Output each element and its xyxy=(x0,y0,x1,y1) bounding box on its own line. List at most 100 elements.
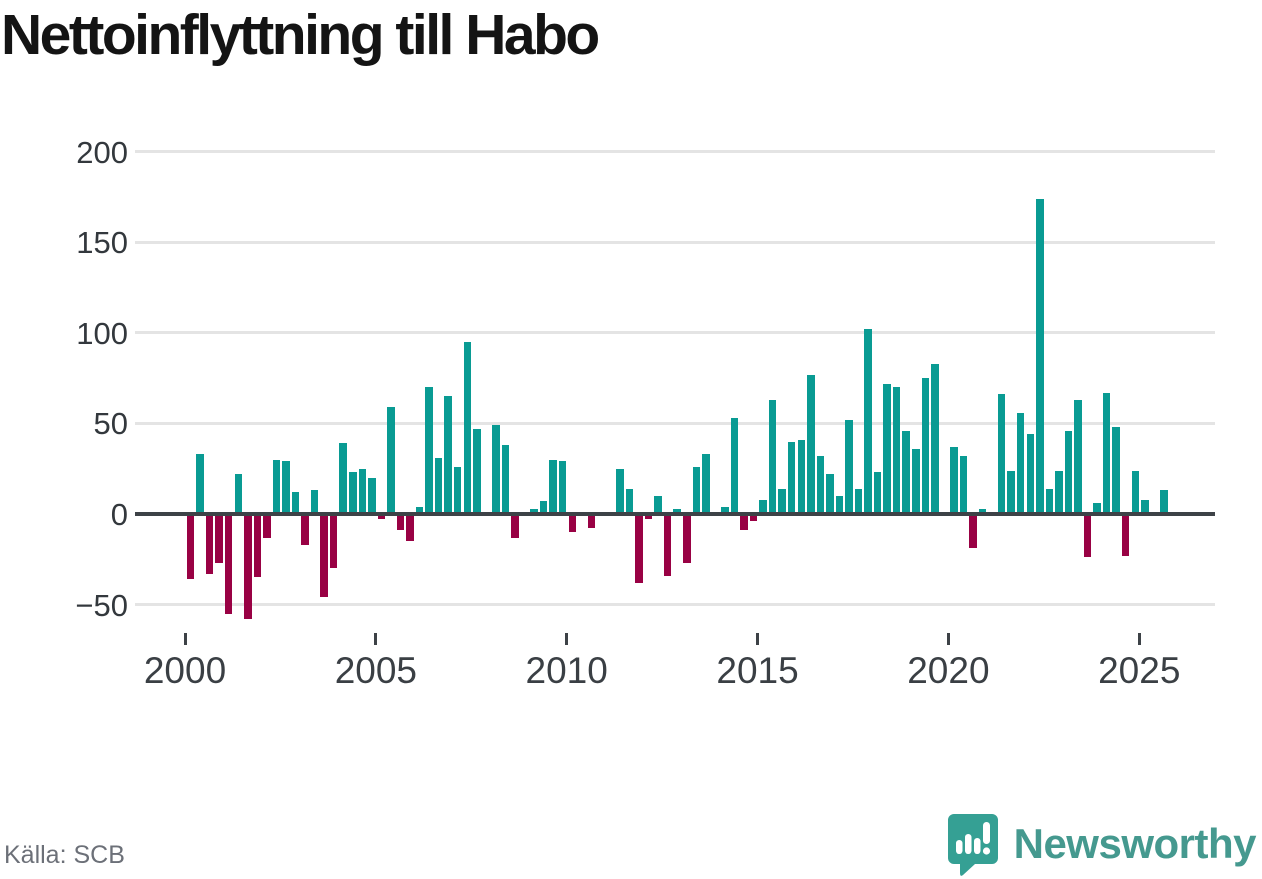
bar-2024-Q3 xyxy=(1121,514,1130,556)
bar-2015-Q3 xyxy=(778,488,786,514)
y-axis-label-150: 150 xyxy=(76,225,128,261)
bar-2012-Q1 xyxy=(644,514,653,520)
bar-2013-Q1 xyxy=(683,514,691,563)
bar-2010-Q1 xyxy=(568,514,576,533)
bar-2023-Q2 xyxy=(1074,399,1082,514)
bar-2001-Q3 xyxy=(244,514,252,620)
bar-2009-Q2 xyxy=(539,501,548,514)
bar-2017-Q1 xyxy=(835,495,844,514)
bar-2018-Q2 xyxy=(883,383,891,514)
bar-2008-Q2 xyxy=(501,445,510,514)
speech-bubble-bar-chart-icon xyxy=(946,812,1000,876)
y-axis-label-0: 0 xyxy=(110,497,128,532)
gridline-y-200 xyxy=(135,150,1215,154)
y-axis-label-200: 200 xyxy=(76,134,128,170)
bar-2021-Q2 xyxy=(997,394,1006,514)
bar-2014-Q1 xyxy=(721,506,729,514)
bar-2005-Q4 xyxy=(406,514,414,542)
bar-2007-Q2 xyxy=(463,341,472,514)
source-note: Källa: SCB xyxy=(4,841,125,869)
bar-2001-Q1 xyxy=(224,514,233,614)
x-axis-label-2010: 2010 xyxy=(525,650,608,691)
bar-2000-Q1 xyxy=(186,514,195,580)
bar-2022-Q3 xyxy=(1045,488,1054,514)
y-axis-label-100: 100 xyxy=(76,315,128,351)
page-title: Nettoinflyttning till Habo xyxy=(1,3,600,67)
gridline-y-150 xyxy=(135,240,1215,244)
bar-2022-Q4 xyxy=(1055,470,1063,514)
bar-2012-Q4 xyxy=(673,508,681,514)
gridline-y--50 xyxy=(135,603,1215,607)
x-axis-tick-2005 xyxy=(374,633,378,645)
x-axis-label-2015: 2015 xyxy=(716,650,799,691)
bar-2013-Q3 xyxy=(702,454,710,514)
bar-2012-Q2 xyxy=(654,495,662,514)
bar-2015-Q1 xyxy=(759,499,767,514)
x-axis-tick-2015 xyxy=(756,633,760,645)
bar-2015-Q4 xyxy=(787,441,796,514)
gridline-y-100 xyxy=(135,331,1215,335)
bar-2017-Q2 xyxy=(845,419,853,514)
y-axis-label-50: 50 xyxy=(93,406,128,442)
bar-2016-Q2 xyxy=(807,374,815,514)
bar-2020-Q4 xyxy=(978,508,987,514)
bar-2013-Q2 xyxy=(692,466,701,514)
bar-2008-Q1 xyxy=(492,425,500,514)
bar-2021-Q3 xyxy=(1007,470,1015,514)
x-axis-tick-2025 xyxy=(1137,633,1141,645)
bar-2023-Q3 xyxy=(1083,514,1092,558)
bar-2018-Q3 xyxy=(892,387,901,514)
bar-2006-Q4 xyxy=(444,396,452,514)
bar-2024-Q2 xyxy=(1112,427,1120,514)
bar-2004-Q3 xyxy=(358,468,367,514)
bar-2021-Q4 xyxy=(1016,412,1025,514)
bar-2005-Q3 xyxy=(396,514,405,531)
bar-2022-Q2 xyxy=(1036,198,1044,514)
bar-2000-Q3 xyxy=(205,514,214,574)
bar-2025-Q1 xyxy=(1141,499,1149,514)
zero-baseline xyxy=(135,512,1215,516)
bar-2016-Q4 xyxy=(826,474,834,514)
bar-2005-Q1 xyxy=(377,514,386,520)
bar-2024-Q4 xyxy=(1131,470,1139,514)
x-axis-label-2020: 2020 xyxy=(907,650,990,691)
bar-2011-Q2 xyxy=(616,468,624,514)
bar-2018-Q4 xyxy=(902,430,910,514)
bar-2006-Q2 xyxy=(425,387,433,514)
bar-2003-Q2 xyxy=(310,490,319,514)
bar-2000-Q2 xyxy=(196,454,204,514)
bar-2012-Q3 xyxy=(663,514,672,576)
bar-2014-Q2 xyxy=(730,417,739,514)
bar-2001-Q2 xyxy=(234,474,242,514)
bar-2016-Q3 xyxy=(816,456,825,514)
bar-2005-Q2 xyxy=(387,407,395,514)
bar-2010-Q3 xyxy=(587,514,596,529)
bar-2001-Q4 xyxy=(253,514,262,578)
bar-2024-Q1 xyxy=(1102,392,1111,514)
bar-2016-Q1 xyxy=(797,439,806,514)
bar-2007-Q3 xyxy=(473,428,481,514)
bar-2004-Q4 xyxy=(368,477,376,514)
bar-2009-Q1 xyxy=(530,508,538,514)
bar-2009-Q3 xyxy=(549,459,557,514)
bar-2011-Q3 xyxy=(625,488,634,514)
x-axis-label-2005: 2005 xyxy=(334,650,417,691)
bar-2006-Q3 xyxy=(434,457,443,514)
bar-2014-Q3 xyxy=(740,514,748,531)
bar-2025-Q3 xyxy=(1160,490,1168,514)
bar-2017-Q4 xyxy=(864,329,872,514)
gridline-y-50 xyxy=(135,421,1215,425)
bar-2003-Q1 xyxy=(301,514,309,545)
bar-2018-Q1 xyxy=(873,472,882,514)
bar-2009-Q4 xyxy=(558,461,567,514)
newsworthy-logo: Newsworthy xyxy=(946,812,1257,876)
bar-2006-Q1 xyxy=(415,506,424,514)
bar-2004-Q2 xyxy=(349,472,357,514)
bar-2011-Q4 xyxy=(635,514,643,583)
bar-2020-Q2 xyxy=(959,456,968,514)
bar-2019-Q1 xyxy=(912,448,920,514)
bar-2017-Q3 xyxy=(854,488,863,514)
bar-2003-Q4 xyxy=(329,514,338,569)
